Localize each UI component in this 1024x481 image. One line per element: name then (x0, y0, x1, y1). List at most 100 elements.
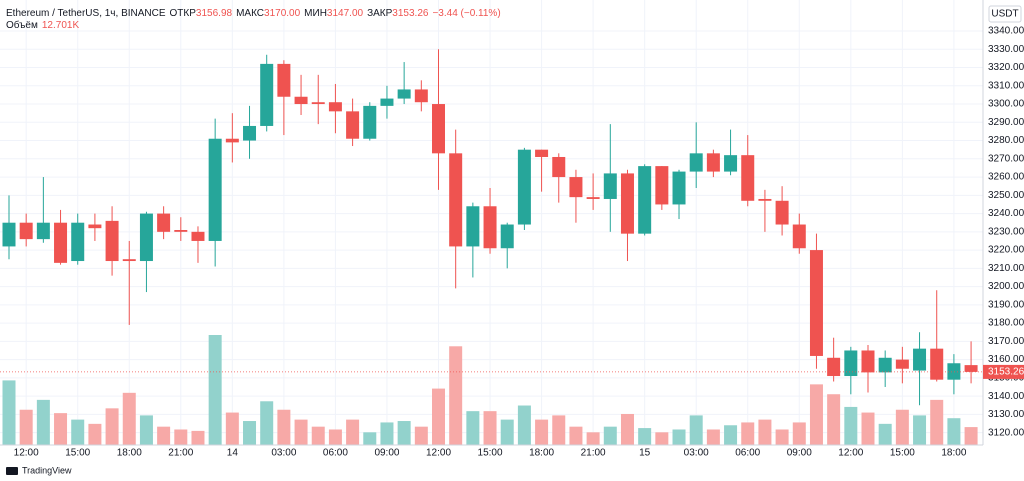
volume-bar (243, 421, 257, 445)
high-value: 3170.00 (264, 8, 301, 19)
currency[interactable]: USDT (991, 9, 1018, 20)
volume-bar (294, 419, 308, 445)
candle-body (71, 222, 85, 262)
volume-bar (741, 422, 755, 445)
volume-value: 12.701K (42, 20, 80, 31)
volume-bar (638, 428, 652, 445)
y-tick-label: 3240.00 (988, 208, 1024, 219)
candle-body (655, 166, 669, 205)
y-tick-label: 3210.00 (988, 263, 1024, 274)
candle-body (569, 177, 583, 198)
y-tick-label: 3270.00 (988, 153, 1024, 164)
x-tick-label: 06:00 (323, 448, 348, 459)
y-tick-label: 3140.00 (988, 391, 1024, 402)
candle-body (346, 111, 360, 139)
y-tick-label: 3300.00 (988, 99, 1024, 110)
y-tick-label: 3260.00 (988, 172, 1024, 183)
volume-bar (363, 432, 377, 445)
volume-bar (311, 426, 325, 445)
candle-body (122, 259, 136, 262)
x-tick-label: 03:00 (271, 448, 296, 459)
y-tick-label: 3160.00 (988, 354, 1024, 365)
candle-body (277, 63, 291, 97)
change: −3.44 (−0.11%) (432, 8, 500, 19)
x-tick-label: 09:00 (787, 448, 812, 459)
volume-bar (930, 399, 944, 445)
volume-bar (414, 426, 428, 445)
volume-bar (432, 388, 445, 445)
y-tick-label: 3320.00 (988, 62, 1024, 73)
x-tick-label: 15:00 (478, 448, 503, 459)
candle-body (861, 350, 875, 373)
volume-bar (54, 413, 68, 445)
candle-body (19, 222, 33, 240)
volume-bar (88, 423, 102, 445)
candle-body (449, 153, 463, 247)
volume-bar (947, 418, 961, 445)
y-tick-label: 3330.00 (988, 44, 1024, 55)
volume-bar (225, 412, 239, 445)
x-tick-label: 18:00 (941, 448, 966, 459)
candle-body (208, 138, 222, 241)
candle-body (397, 89, 411, 99)
y-tick-label: 3170.00 (988, 336, 1024, 347)
candle-body (139, 213, 153, 262)
volume-bar (844, 406, 858, 445)
brand: TradingView (22, 465, 72, 475)
volume-bar (586, 432, 600, 445)
candle-body (483, 206, 497, 249)
volume-bar (706, 429, 720, 445)
candle-body (88, 224, 102, 229)
candle-body (414, 89, 428, 103)
x-tick-label: 14 (227, 448, 239, 459)
y-tick-label: 3130.00 (988, 409, 1024, 420)
volume-bar (861, 412, 875, 445)
candle-body (260, 63, 274, 126)
volume-bar (71, 419, 85, 445)
volume-bar (483, 411, 497, 445)
candle-body (689, 153, 703, 172)
candle-body (930, 348, 944, 380)
candle-body (54, 222, 68, 263)
close-label: ЗАКР (367, 8, 393, 19)
volume-bar (208, 335, 222, 445)
candle-body (758, 198, 772, 201)
volume-bar (724, 425, 738, 445)
y-tick-label: 3310.00 (988, 80, 1024, 91)
candle-body (844, 350, 858, 377)
x-tick-label: 21:00 (168, 448, 193, 459)
volume-bar (157, 426, 171, 445)
x-tick-label: 03:00 (684, 448, 709, 459)
x-tick-label: 12:00 (426, 448, 451, 459)
candle-body (432, 104, 445, 154)
volume-label: Объём (6, 19, 38, 31)
candle-layer (0, 49, 983, 406)
low-value: 3147.00 (327, 8, 364, 19)
volume-bar (380, 422, 394, 445)
volume-bar (328, 429, 342, 445)
y-tick-label: 3280.00 (988, 135, 1024, 146)
currency-box[interactable] (988, 5, 1022, 23)
x-tick-label: 12:00 (838, 448, 863, 459)
volume-bar (466, 411, 480, 445)
open-label: ОТКР (170, 8, 197, 19)
volume-bar (105, 408, 119, 445)
volume-bar (913, 415, 927, 445)
legend-header: Ethereum / TetherUS, 1ч, BINANCE ОТКР3156… (6, 8, 501, 19)
y-tick-label: 3190.00 (988, 299, 1024, 310)
volume-bar (603, 426, 617, 445)
candle-body (895, 359, 909, 369)
candle-body (603, 173, 617, 199)
y-tick-label: 3180.00 (988, 318, 1024, 329)
candle-body (809, 250, 823, 356)
candle-body (792, 224, 806, 249)
x-tick-label: 06:00 (735, 448, 760, 459)
candle-body (466, 206, 480, 247)
x-tick-label: 15:00 (65, 448, 90, 459)
symbol: Ethereum / TetherUS, 1ч, BINANCE (6, 8, 166, 19)
candle-body (672, 171, 686, 205)
high-label: МАКС (236, 8, 264, 19)
candle-body (724, 155, 738, 172)
candle-body (878, 357, 892, 373)
volume-bar (827, 394, 841, 445)
